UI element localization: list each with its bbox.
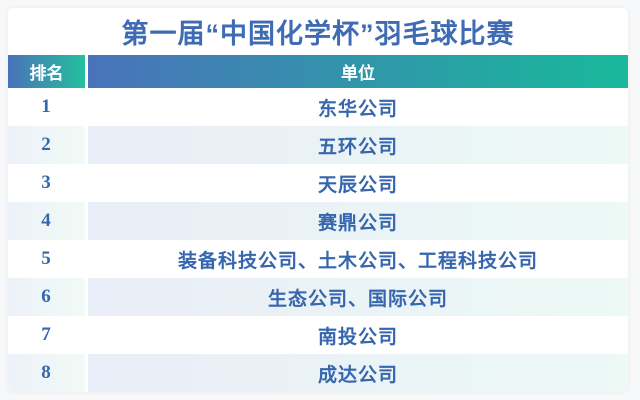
table-row: 8 成达公司: [8, 354, 628, 392]
table-row: 3 天辰公司: [8, 164, 628, 202]
table-header-row: 排名 单位: [8, 55, 628, 88]
unit-cell: 南投公司: [88, 316, 628, 354]
rank-cell: 3: [8, 164, 88, 202]
rank-cell: 2: [8, 126, 88, 164]
unit-cell: 天辰公司: [88, 164, 628, 202]
page-title: 第一届“中国化学杯”羽毛球比赛: [121, 19, 515, 49]
unit-cell: 五环公司: [88, 126, 628, 164]
table-row: 1 东华公司: [8, 88, 628, 126]
unit-cell: 成达公司: [88, 354, 628, 392]
unit-cell: 装备科技公司、土木公司、工程科技公司: [88, 240, 628, 278]
rank-cell: 1: [8, 88, 88, 126]
column-header-rank: 排名: [8, 55, 88, 88]
unit-cell: 赛鼎公司: [88, 202, 628, 240]
table-row: 7 南投公司: [8, 316, 628, 354]
ranking-table-card: 第一届“中国化学杯”羽毛球比赛 排名 单位 1 东华公司 2 五环公司 3 天辰公司 4 赛鼎…: [8, 8, 628, 392]
table-row: 6 生态公司、国际公司: [8, 278, 628, 316]
table-row: 2 五环公司: [8, 126, 628, 164]
rank-cell: 6: [8, 278, 88, 316]
rank-cell: 5: [8, 240, 88, 278]
rank-cell: 4: [8, 202, 88, 240]
table-row: 5 装备科技公司、土木公司、工程科技公司: [8, 240, 628, 278]
table-row: 4 赛鼎公司: [8, 202, 628, 240]
rank-cell: 8: [8, 354, 88, 392]
table-body: 1 东华公司 2 五环公司 3 天辰公司 4 赛鼎公司 5 装备科技公司、土木公司、工程科技公司 6…: [8, 88, 628, 392]
unit-cell: 生态公司、国际公司: [88, 278, 628, 316]
rank-cell: 7: [8, 316, 88, 354]
unit-cell: 东华公司: [88, 88, 628, 126]
column-header-unit: 单位: [88, 55, 628, 88]
